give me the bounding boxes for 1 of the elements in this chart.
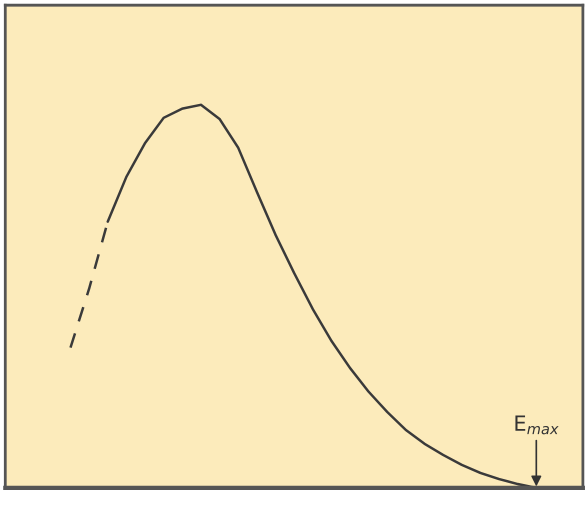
annotation: E$_{max}$ bbox=[515, 416, 559, 434]
